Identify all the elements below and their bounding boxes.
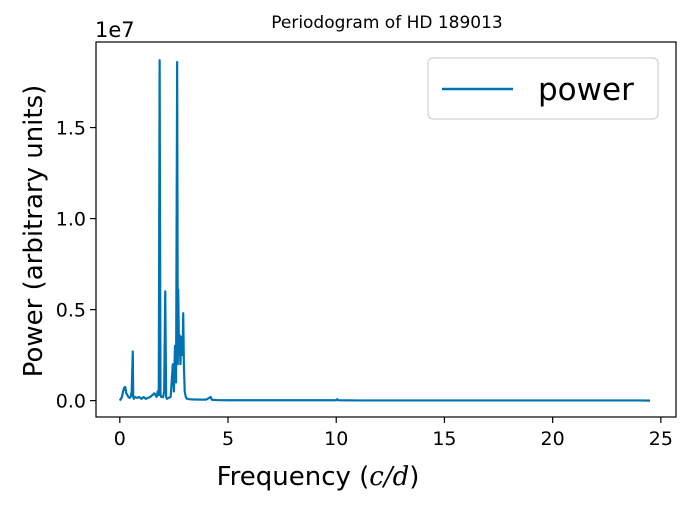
y-offset-label: 1e7: [95, 18, 135, 42]
y-tick-label: 1.5: [56, 118, 86, 140]
chart-title: Periodogram of HD 189013: [271, 13, 503, 33]
x-tick-label: 0: [114, 428, 126, 450]
x-axis-label-prefix: Frequency (: [217, 462, 370, 492]
data-layer: [118, 59, 651, 402]
y-tick-label: 0.0: [56, 391, 86, 413]
legend-label-power: power: [538, 72, 634, 108]
x-tick-label: 5: [222, 428, 234, 450]
legend-box: [427, 57, 659, 120]
x-tick-label: 25: [649, 428, 673, 450]
y-axis-ticks: 0.0 0.5 1.0 1.5: [56, 118, 96, 413]
y-axis-label: Power (arbitrary units): [19, 85, 49, 378]
x-tick-label: 15: [432, 428, 456, 450]
x-axis-label-suffix: ): [409, 462, 419, 492]
x-tick-label: 20: [541, 428, 565, 450]
plot-frame: [95, 41, 677, 418]
x-axis-label-unit: c/d: [369, 462, 409, 492]
y-tick-label: 0.5: [56, 300, 86, 322]
x-tick-label: 10: [324, 428, 348, 450]
x-axis-label: Frequency (c/d): [217, 462, 420, 492]
y-tick-label: 1.0: [56, 209, 86, 231]
x-axis-ticks: 0 5 10 15 20 25: [114, 417, 673, 450]
series-line-power: [118, 59, 651, 402]
legend: power: [427, 57, 659, 120]
